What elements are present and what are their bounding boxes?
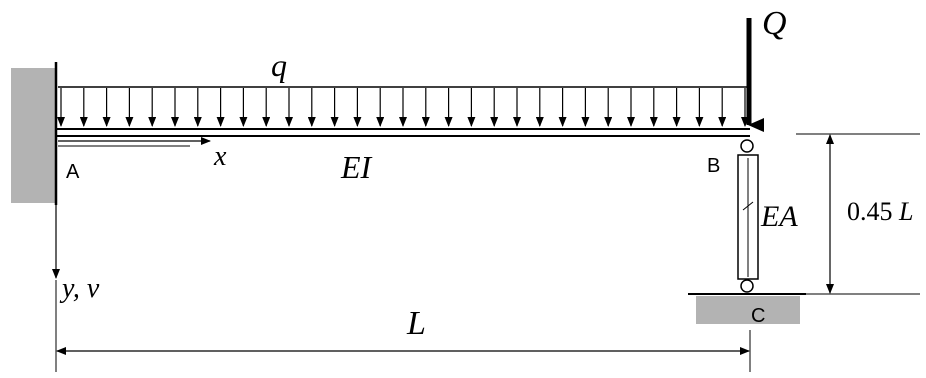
label-c: C (751, 305, 765, 327)
label-height-var: L (898, 197, 913, 226)
pin-c (740, 279, 754, 293)
fixed-wall-support (11, 68, 55, 203)
label-q: q (271, 47, 287, 83)
label-point-load: Q (762, 5, 787, 42)
label-x: x (213, 141, 227, 172)
label-height-coef: 0.45 (847, 197, 893, 226)
label-a: A (66, 161, 80, 183)
label-height: 0.45 L (847, 197, 913, 226)
label-y-v: y, v (59, 273, 100, 304)
pin-b (740, 139, 754, 153)
label-ea: EA (760, 200, 798, 233)
label-l: L (406, 305, 426, 342)
label-ei: EI (340, 149, 373, 185)
distributed-load-arrows (57, 88, 749, 127)
ground-support (696, 296, 800, 324)
label-b: B (707, 155, 720, 177)
rod-tick (742, 201, 754, 211)
